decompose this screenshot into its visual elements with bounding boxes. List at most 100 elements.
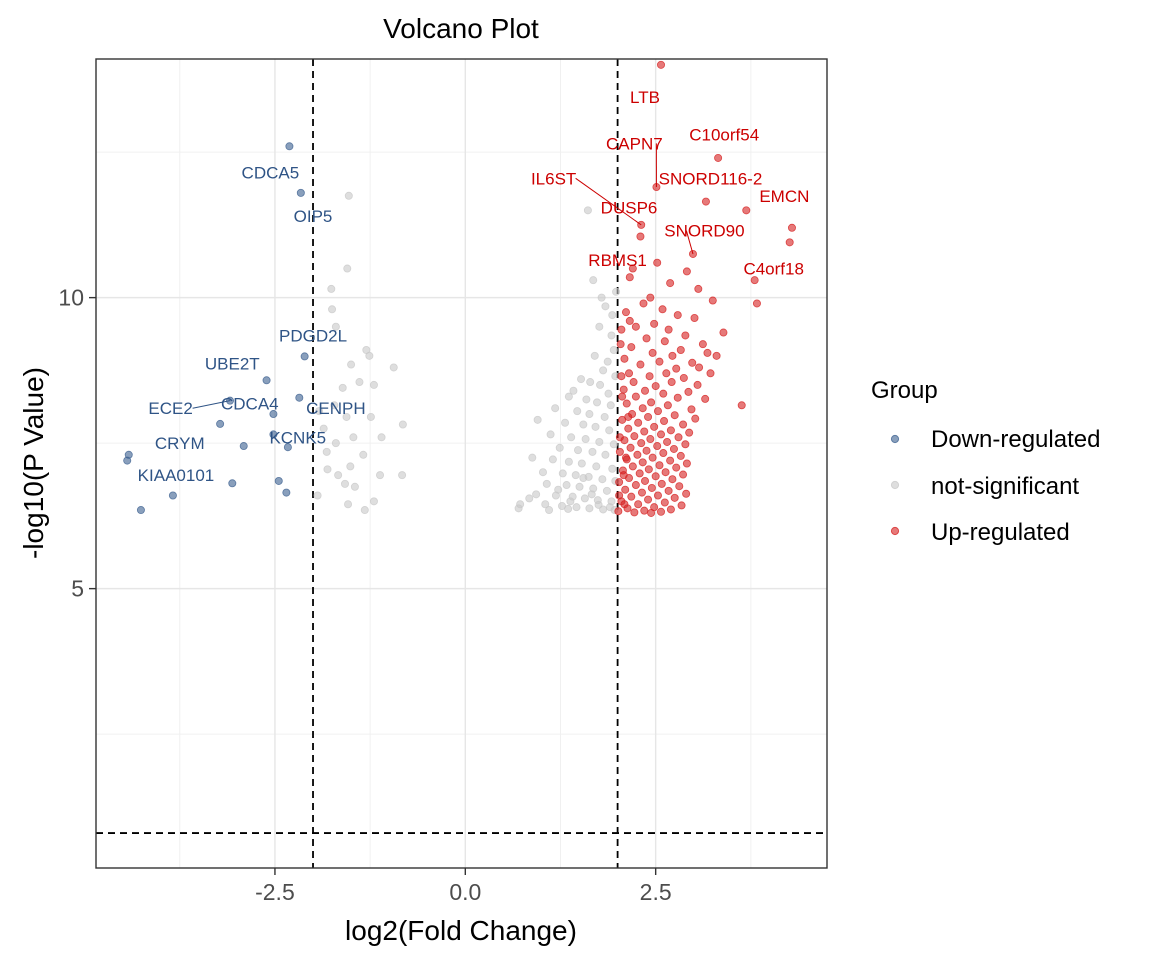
point-ns (542, 479, 551, 488)
point-up (653, 258, 662, 267)
point-ns (609, 346, 618, 355)
point-up (698, 340, 707, 349)
point-up (633, 450, 642, 459)
point-ns (322, 447, 331, 456)
point-up (628, 264, 637, 273)
gene-label: IL6ST (531, 169, 576, 188)
point-up (647, 483, 656, 492)
point-ns (377, 433, 386, 442)
point-ns (525, 494, 534, 503)
point-up (701, 197, 710, 206)
threshold-lines (96, 59, 827, 868)
point-up (672, 463, 681, 472)
point-ns (532, 490, 541, 499)
point-up (787, 223, 796, 232)
point-up (615, 447, 624, 456)
point-up (648, 453, 657, 462)
point-up (653, 491, 662, 500)
point-ns (548, 455, 557, 464)
point-up (694, 284, 703, 293)
y-axis: 5 10 (58, 285, 96, 602)
point-ns (585, 410, 594, 419)
point-ns (349, 433, 358, 442)
point-ns (398, 471, 407, 480)
label-leader-line (685, 230, 694, 255)
point-up (648, 348, 657, 357)
point-up (659, 389, 668, 398)
point-up (644, 495, 653, 504)
point-ns (554, 485, 563, 494)
point-up (668, 351, 677, 360)
point-down (285, 142, 294, 151)
point-ns (606, 401, 615, 410)
point-up (629, 378, 638, 387)
legend-key-ns (890, 480, 900, 490)
point-up (657, 430, 666, 439)
label-leader-line (192, 400, 231, 409)
point-up (669, 444, 678, 453)
point-up (685, 428, 694, 437)
point-up (664, 486, 673, 495)
point-ns (366, 412, 375, 421)
point-up (657, 479, 666, 488)
gene-label: PDGD2L (279, 326, 347, 345)
point-up (631, 481, 640, 490)
point-ns (602, 486, 611, 495)
point-up (644, 412, 653, 421)
point-up (617, 325, 626, 334)
point-up (655, 461, 664, 470)
point-up (653, 407, 662, 416)
point-up (660, 498, 669, 507)
point-up (750, 276, 759, 285)
point-up (639, 299, 648, 308)
point-up (676, 451, 685, 460)
gene-label: KCNK5 (269, 428, 326, 447)
point-up (631, 392, 640, 401)
point-ns (577, 375, 586, 384)
point-up (642, 334, 651, 343)
gene-label: EMCN (759, 187, 809, 206)
point-up (663, 401, 672, 410)
point-ns (609, 440, 618, 449)
point-up (621, 485, 630, 494)
point-ns (558, 469, 567, 478)
point-ns (555, 443, 564, 452)
x-axis: -2.5 0.0 2.5 (255, 868, 672, 905)
point-ns (313, 491, 322, 500)
x-tick-label: 2.5 (640, 879, 672, 905)
y-axis-title: -log10(P Value) (18, 367, 49, 559)
point-ns (575, 482, 584, 491)
point-ns (330, 401, 339, 410)
point-ns (581, 435, 590, 444)
point-up (677, 501, 686, 510)
point-up (634, 500, 643, 509)
legend-key-down (890, 434, 900, 444)
point-up (645, 372, 654, 381)
point-up (651, 472, 660, 481)
gene-label: RBMS1 (588, 251, 647, 270)
point-up (653, 442, 662, 451)
point-up (701, 394, 710, 403)
point-ns (564, 392, 573, 401)
gene-label: ECE2 (148, 399, 192, 418)
point-up (630, 432, 639, 441)
point-up (658, 305, 667, 314)
point-up (688, 249, 697, 258)
point-ns (595, 322, 604, 331)
point-up (614, 507, 623, 516)
point-ns (608, 311, 617, 320)
point-up (682, 267, 691, 276)
point-up (646, 293, 655, 302)
point-up (647, 398, 656, 407)
point-up (630, 508, 639, 517)
point-up (681, 331, 690, 340)
point-down (295, 393, 304, 402)
point-up (616, 340, 625, 349)
point-up (641, 386, 650, 395)
point-up (682, 459, 691, 468)
gene-label: LTB (630, 88, 660, 107)
point-up (621, 453, 630, 462)
point-up (655, 357, 664, 366)
point-up (679, 420, 688, 429)
point-ns (601, 302, 610, 311)
